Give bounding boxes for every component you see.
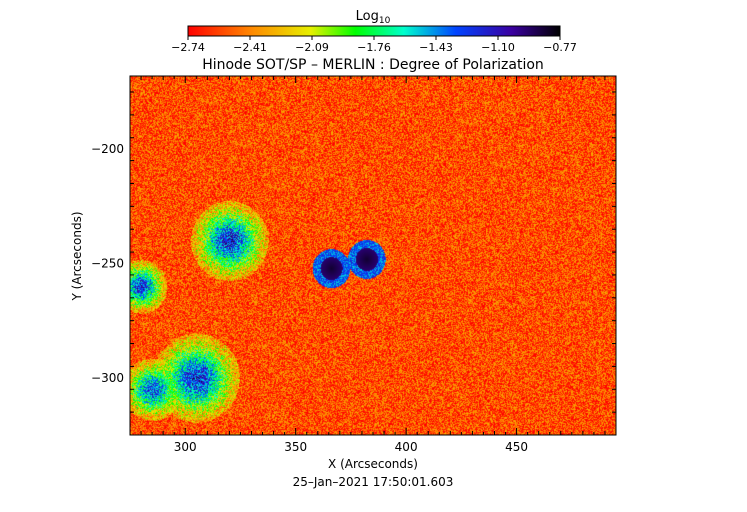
- x-axis-label: X (Arcseconds): [328, 457, 418, 471]
- y-tick-label: −200: [91, 142, 124, 156]
- x-tick-label: 400: [395, 440, 418, 454]
- x-axis: 300 350 400 450: [129, 76, 617, 454]
- colorbar-tick-label: −1.10: [481, 41, 515, 54]
- y-axis: −200 −250 −300: [91, 91, 616, 436]
- colorbar-tick-label: −0.77: [543, 41, 577, 54]
- colorbar-tick-label: −1.76: [357, 41, 391, 54]
- y-tick-label: −300: [91, 371, 124, 385]
- plot-area: 300 350 400 450 −200 −250 −300: [91, 75, 617, 454]
- colorbar: Log10 −2.74 −2.41 −2.09 −1.76 −1.43 −1.10 −0.7…: [171, 9, 577, 54]
- colorbar-title: Log10: [356, 9, 391, 26]
- colorbar-tick-label: −2.09: [295, 41, 329, 54]
- x-tick-label: 350: [284, 440, 307, 454]
- colorbar-title-base: Log: [356, 9, 379, 24]
- colorbar-tick-label: −2.74: [171, 41, 205, 54]
- y-tick-label: −250: [91, 257, 124, 271]
- x-tick-label: 300: [174, 440, 197, 454]
- colorbar-ticks: −2.74 −2.41 −2.09 −1.76 −1.43 −1.10 −0.77: [171, 36, 577, 54]
- timestamp: 25–Jan–2021 17:50:01.603: [293, 475, 454, 489]
- y-axis-label: Y (Arcseconds): [70, 211, 84, 301]
- x-tick-label: 450: [505, 440, 528, 454]
- colorbar-tick-label: −2.41: [233, 41, 267, 54]
- colorbar-tick-label: −1.43: [419, 41, 453, 54]
- chart-title: Hinode SOT/SP – MERLIN : Degree of Polar…: [202, 57, 544, 73]
- heatmap-image-container: [130, 76, 616, 435]
- colorbar-title-sub: 10: [379, 16, 391, 26]
- colorbar-gradient: [187, 25, 561, 37]
